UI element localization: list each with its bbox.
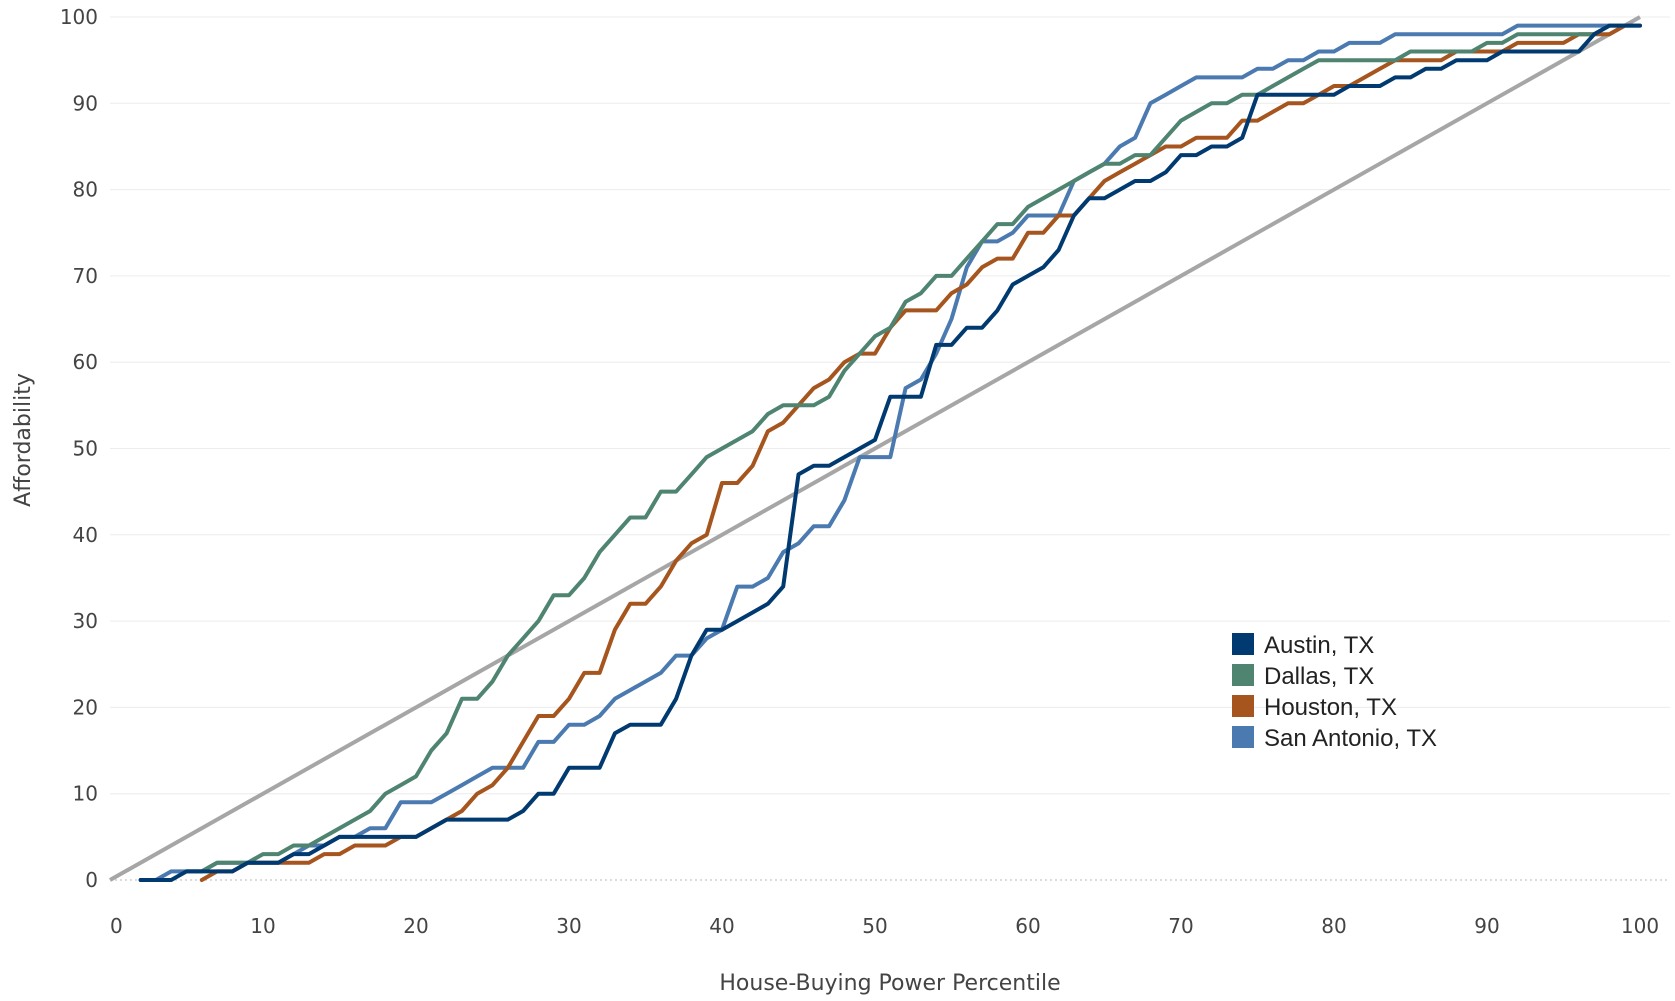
y-tick-label: 0 (85, 868, 98, 892)
y-tick-label: 100 (60, 5, 98, 29)
y-tick-label: 90 (73, 91, 98, 115)
legend-swatch (1232, 664, 1254, 686)
reference-diagonal (109, 15, 1641, 882)
x-tick-label: 80 (1321, 914, 1346, 938)
legend-label: San Antonio, TX (1264, 725, 1437, 752)
x-tick-label: 60 (1015, 914, 1040, 938)
y-tick-label: 40 (73, 523, 98, 547)
legend-label: Austin, TX (1264, 632, 1374, 659)
x-tick-label: 0 (110, 914, 123, 938)
legend: Austin, TX Dallas, TX Houston, TX San Anton… (1232, 632, 1437, 752)
reference-line (109, 15, 1641, 882)
grid (110, 16, 1670, 881)
y-tick-label: 80 (73, 178, 98, 202)
x-tick-label: 20 (403, 914, 428, 938)
y-tick-label: 30 (73, 609, 98, 633)
legend-label: Dallas, TX (1264, 663, 1374, 690)
legend-swatch (1232, 695, 1254, 717)
y-tick-label: 50 (73, 437, 98, 461)
y-tick-label: 10 (73, 782, 98, 806)
x-tick-label: 40 (709, 914, 734, 938)
y-tick-label: 70 (73, 264, 98, 288)
y-tick-label: 20 (73, 695, 98, 719)
legend-swatch (1232, 633, 1254, 655)
series-line-san-antonio-tx (138, 23, 1612, 882)
legend-swatch (1232, 726, 1254, 748)
x-tick-label: 30 (556, 914, 581, 938)
x-tick-label: 50 (862, 914, 887, 938)
series-line-dallas-tx (184, 23, 1642, 874)
x-tick-label: 100 (1621, 914, 1659, 938)
x-tick-label: 70 (1168, 914, 1193, 938)
x-axis-title: House-Buying Power Percentile (719, 971, 1060, 996)
y-tick-label: 60 (73, 350, 98, 374)
series-lines (138, 23, 1642, 882)
x-tick-label: 90 (1474, 914, 1499, 938)
y-axis-title: Affordability (11, 373, 36, 507)
x-axis-ticks: 0 10 20 30 40 50 60 70 80 90 100 (110, 914, 1659, 938)
legend-label: Houston, TX (1264, 694, 1397, 721)
x-tick-label: 10 (250, 914, 275, 938)
series-line-austin-tx (138, 23, 1642, 882)
y-axis-ticks: 0 10 20 30 40 50 60 70 80 90 100 (60, 5, 98, 892)
